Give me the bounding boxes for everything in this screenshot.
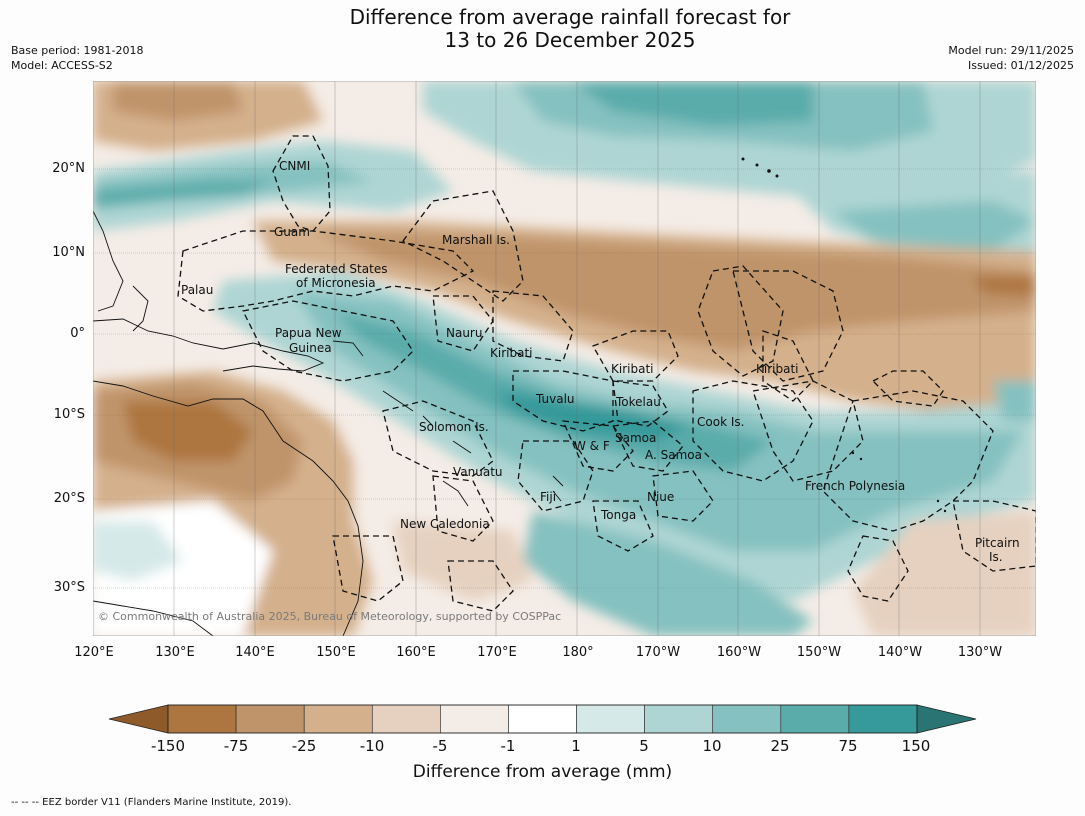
colorbar-segment (780, 704, 850, 734)
colorbar-tick: 75 (838, 737, 858, 755)
colorbar-segments (167, 704, 918, 734)
colorbar-segment (508, 704, 577, 734)
place-label-png-2: Guinea (289, 341, 332, 355)
place-label-tuvalu: Tuvalu (536, 392, 575, 406)
colorbar-tick: -75 (223, 737, 249, 755)
lon-label-170w: 170°W (635, 645, 681, 660)
place-label-tokelau: Tokelau (616, 395, 661, 409)
lat-label-10s: 10°S (53, 407, 85, 422)
place-label-nauru: Nauru (446, 326, 483, 340)
place-label-pitcairn-1: Pitcairn (975, 536, 1020, 550)
place-label-solomon: Solomon Is. (419, 420, 489, 434)
place-label-wallis-futuna: W & F (574, 439, 610, 453)
lon-label-160e: 160°E (396, 645, 436, 660)
colorbar-segment (235, 704, 305, 734)
place-label-pitcairn-2: Is. (989, 550, 1003, 564)
lon-label-140e: 140°E (235, 645, 275, 660)
model-run: Model run: 29/11/2025 (948, 44, 1074, 57)
eez-borders (177, 135, 1036, 612)
colorbar-arrow-right (916, 704, 977, 734)
place-label-niue: Niue (647, 490, 675, 504)
lat-label-20s: 20°S (53, 491, 85, 506)
colorbar-segment (848, 704, 918, 734)
colorbar-tick: -25 (291, 737, 317, 755)
lon-label-130w: 130°W (957, 645, 1003, 660)
colorbar-tick: -10 (359, 737, 385, 755)
colorbar (108, 704, 977, 734)
islands (741, 157, 947, 513)
colorbar-segment (371, 704, 441, 734)
lon-label-160w: 160°W (716, 645, 762, 660)
base-period: Base period: 1981-2018 (11, 44, 144, 57)
model-name: Model: ACCESS-S2 (11, 59, 113, 72)
colorbar-tick: -150 (150, 737, 186, 755)
place-label-cnmi: CNMI (279, 159, 311, 173)
place-label-fiji: Fiji (540, 490, 557, 504)
place-label-tonga: Tonga (601, 508, 637, 522)
place-label-new-caledonia: New Caledonia (400, 517, 490, 531)
colorbar-segment (576, 704, 645, 734)
rainfall-map (93, 81, 1036, 636)
copyright-notice: © Commonwealth of Australia 2025, Bureau… (98, 610, 562, 623)
lon-label-180: 180° (562, 645, 594, 660)
colorbar-tick: 150 (901, 737, 931, 755)
place-label-kiribati-west: Kiribati (490, 346, 533, 360)
place-label-cook: Cook Is. (697, 415, 745, 429)
colorbar-segment (167, 704, 237, 734)
issued-date: Issued: 01/12/2025 (967, 59, 1074, 72)
colorbar-segment (440, 704, 509, 734)
lon-label-130e: 130°E (155, 645, 195, 660)
colorbar-tick: -5 (432, 737, 448, 755)
lat-label-10n: 10°N (52, 245, 85, 260)
colorbar-tick: 5 (639, 737, 649, 755)
place-label-fsm-2: of Micronesia (296, 276, 376, 290)
colorbar-segment (644, 704, 714, 734)
place-label-kiribati-central: Kiribati (611, 362, 654, 376)
colorbar-tick: 1 (571, 737, 581, 755)
colorbar-arrow-left (108, 704, 169, 734)
colorbar-segment (712, 704, 782, 734)
place-label-png-1: Papua New (275, 326, 342, 340)
graticule (93, 81, 1036, 636)
place-label-samoa: Samoa (615, 431, 657, 445)
place-label-guam: Guam (274, 225, 310, 239)
place-label-kiribati-east: Kiribati (756, 362, 799, 376)
colorbar-segment (303, 704, 373, 734)
place-label-palau: Palau (181, 283, 214, 297)
eez-footnote: -- -- -- EEZ border V11 (Flanders Marine… (11, 797, 292, 808)
colorbar-tick: -1 (500, 737, 516, 755)
place-label-marshall: Marshall Is. (442, 233, 510, 247)
lat-label-20n: 20°N (52, 161, 85, 176)
title-line-2: 13 to 26 December 2025 (444, 28, 696, 52)
lon-label-150w: 150°W (796, 645, 842, 660)
place-label-french-polynesia: French Polynesia (805, 479, 906, 493)
lon-label-150e: 150°E (316, 645, 356, 660)
place-label-american-samoa: A. Samoa (645, 448, 702, 462)
lon-label-120e: 120°E (74, 645, 114, 660)
title-line-1: Difference from average rainfall forecas… (349, 5, 791, 29)
coastlines (93, 210, 564, 636)
meta-left: Base period: 1981-2018 Model: ACCESS-S2 (11, 43, 143, 73)
place-label-vanuatu: Vanuatu (453, 465, 503, 479)
colorbar-tick: 25 (770, 737, 790, 755)
colorbar-frame (167, 704, 918, 734)
colorbar-tick: 10 (702, 737, 722, 755)
place-label-fsm-1: Federated States (285, 262, 388, 276)
map-title: Difference from average rainfall forecas… (0, 6, 1085, 52)
meta-right: Model run: 29/11/2025 Issued: 01/12/2025 (948, 43, 1074, 73)
lat-label-30s: 30°S (53, 580, 85, 595)
lat-label-0: 0° (70, 326, 85, 341)
lon-label-170e: 170°E (477, 645, 517, 660)
colorbar-label: Difference from average (mm) (412, 762, 673, 782)
lon-label-140w: 140°W (877, 645, 923, 660)
